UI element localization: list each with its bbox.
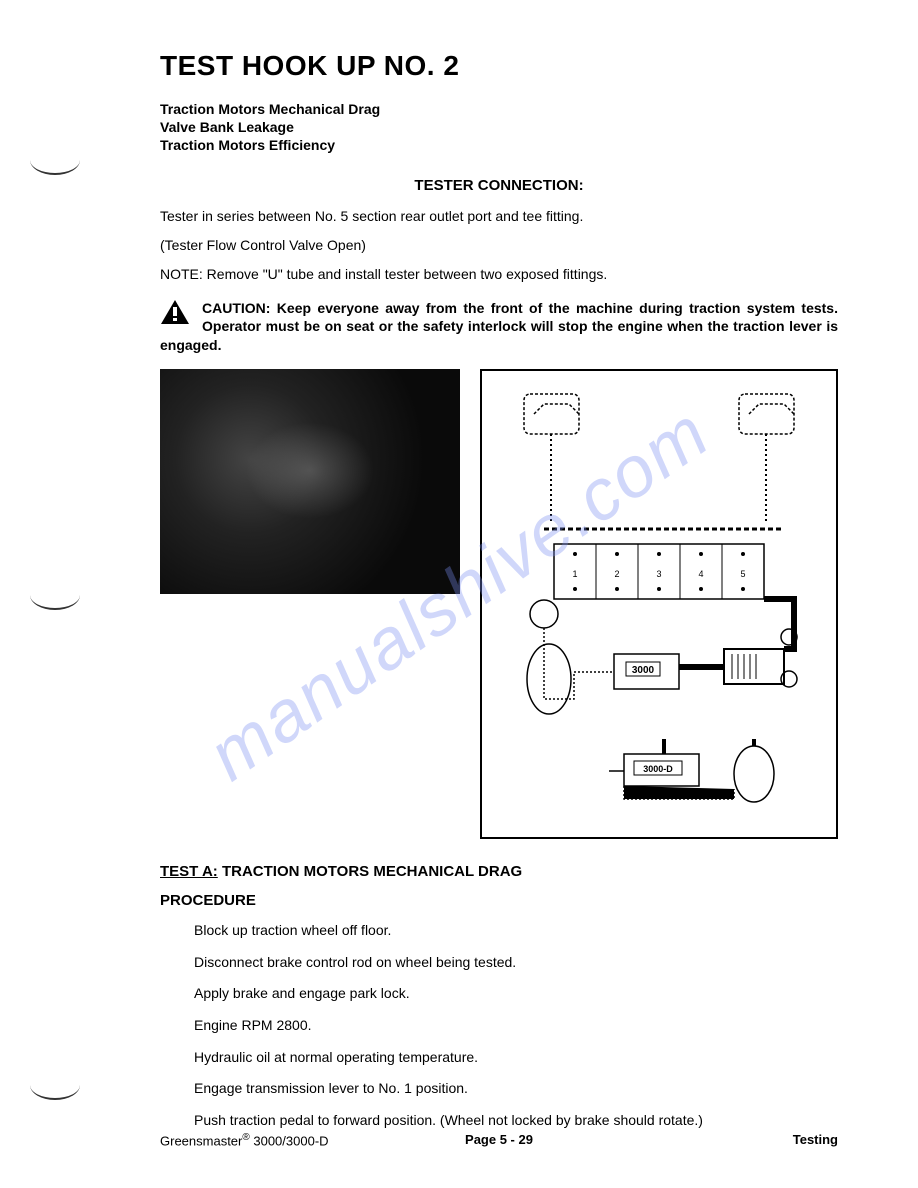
- test-a-label: TEST A:: [160, 863, 218, 880]
- procedure-step: Push traction pedal to forward position.…: [194, 1111, 838, 1131]
- procedure-step: Disconnect brake control rod on wheel be…: [194, 953, 838, 973]
- image-row: 1 2 3 4 5 3000: [160, 369, 838, 839]
- subtitle-line: Traction Motors Efficiency: [160, 136, 838, 154]
- test-a-title: TRACTION MOTORS MECHANICAL DRAG: [218, 863, 522, 880]
- binding-mark: [30, 580, 80, 610]
- svg-text:3: 3: [656, 569, 661, 579]
- svg-text:3000: 3000: [632, 665, 655, 676]
- procedure-step: Apply brake and engage park lock.: [194, 984, 838, 1004]
- equipment-photo: [160, 369, 460, 594]
- footer-section: Testing: [612, 1132, 838, 1148]
- procedure-heading: PROCEDURE: [160, 892, 838, 909]
- caution-block: CAUTION: Keep everyone away from the fro…: [160, 299, 838, 356]
- tester-connection-heading: TESTER CONNECTION:: [160, 177, 838, 194]
- body-text: Tester in series between No. 5 section r…: [160, 206, 838, 227]
- svg-text:5: 5: [740, 569, 745, 579]
- procedure-step: Engine RPM 2800.: [194, 1016, 838, 1036]
- subtitle-line: Valve Bank Leakage: [160, 118, 838, 136]
- svg-text:4: 4: [698, 569, 703, 579]
- binding-mark: [30, 1070, 80, 1100]
- body-text: (Tester Flow Control Valve Open): [160, 235, 838, 256]
- footer-product: Greensmaster® 3000/3000-D: [160, 1132, 386, 1148]
- hydraulic-diagram: 1 2 3 4 5 3000: [480, 369, 838, 839]
- test-a-heading: TEST A: TRACTION MOTORS MECHANICAL DRAG: [160, 863, 838, 880]
- caution-text: CAUTION: Keep everyone away from the fro…: [160, 299, 838, 356]
- binding-mark: [30, 145, 80, 175]
- footer-page-number: Page 5 - 29: [386, 1132, 612, 1148]
- page-title: TEST HOOK UP NO. 2: [160, 50, 838, 82]
- svg-text:1: 1: [572, 569, 577, 579]
- svg-text:3000-D: 3000-D: [643, 764, 673, 774]
- page-footer: Greensmaster® 3000/3000-D Page 5 - 29 Te…: [160, 1132, 838, 1148]
- procedure-step: Hydraulic oil at normal operating temper…: [194, 1048, 838, 1068]
- procedure-list: Block up traction wheel off floor. Disco…: [160, 921, 838, 1130]
- warning-icon: [160, 299, 190, 325]
- procedure-step: Engage transmission lever to No. 1 posit…: [194, 1079, 838, 1099]
- subtitle-block: Traction Motors Mechanical Drag Valve Ba…: [160, 100, 838, 155]
- svg-text:2: 2: [614, 569, 619, 579]
- body-text: NOTE: Remove "U" tube and install tester…: [160, 264, 838, 285]
- subtitle-line: Traction Motors Mechanical Drag: [160, 100, 838, 118]
- procedure-step: Block up traction wheel off floor.: [194, 921, 838, 941]
